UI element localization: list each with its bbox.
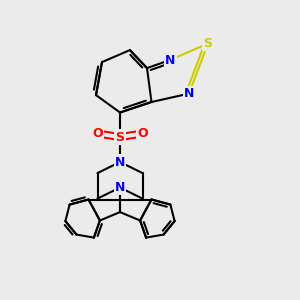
Text: N: N — [184, 87, 194, 100]
Text: S: S — [116, 130, 124, 144]
Text: N: N — [115, 181, 125, 194]
Text: N: N — [165, 53, 175, 67]
Text: S: S — [203, 37, 212, 50]
Text: O: O — [92, 127, 103, 140]
Text: O: O — [137, 127, 148, 140]
Text: N: N — [115, 155, 125, 169]
